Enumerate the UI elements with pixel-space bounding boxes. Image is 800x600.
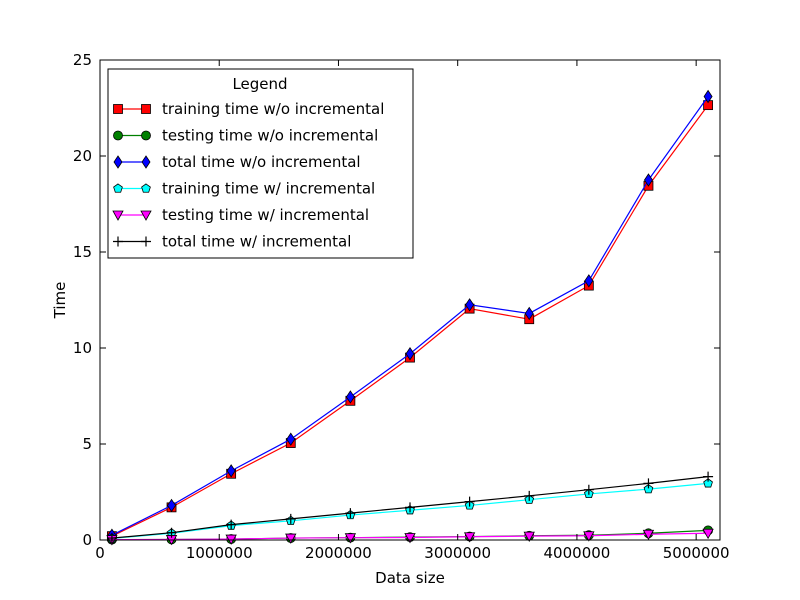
legend-entry-total-time-w-o-incremental: total time w/o incremental (113, 153, 361, 171)
x-tick-label: 5000000 (663, 544, 730, 562)
y-axis-label: Time (51, 282, 69, 320)
data-point-total-time-w-o-incremental (584, 274, 594, 288)
data-point-testing-time-w-incremental (463, 532, 476, 543)
y-tick-label: 20 (73, 147, 92, 165)
legend-label-training-time-w-o-incremental: training time w/o incremental (162, 100, 384, 118)
legend-label-total-time-w-o-incremental: total time w/o incremental (162, 153, 361, 171)
legend-entry-training-time-w-incremental: training time w/ incremental (113, 180, 375, 198)
data-point-total-time-w-o-incremental (703, 89, 713, 104)
legend-marker-total-time-w-o-incremental (141, 155, 151, 169)
legend-marker-training-time-w-o-incremental (141, 104, 151, 114)
ticks-layer: 0 1000000 2000000 3000000 4000000 5000000 0 5 10… (73, 51, 730, 562)
y-tick-label: 15 (73, 243, 92, 261)
x-tick-label: 2000000 (305, 544, 372, 562)
data-point-total-time-w-o-incremental (345, 390, 355, 404)
data-point-total-time-w-incremental (226, 519, 237, 530)
series-total-time-w-incremental (106, 471, 714, 544)
legend-marker-total-time-w-incremental (141, 236, 151, 247)
legend: Legend training time w/o incremental test… (107, 68, 414, 259)
y-tick-label: 25 (73, 51, 92, 69)
data-point-testing-time-w-incremental (702, 528, 714, 540)
legend-box (107, 68, 414, 259)
data-point-total-time-w-o-incremental (167, 498, 177, 513)
data-point-total-time-w-o-incremental (286, 432, 296, 446)
axes-frame (99, 59, 721, 541)
x-tick-label: 1000000 (186, 544, 253, 562)
legend-entry-testing-time-w-incremental: testing time w/ incremental (112, 206, 369, 224)
data-point-total-time-w-incremental (524, 490, 535, 501)
y-tick-label: 0 (82, 531, 92, 549)
data-point-training-time-w-incremental (703, 478, 713, 488)
legend-entry-training-time-w-o-incremental: training time w/o incremental (113, 100, 384, 118)
legend-marker-total-time-w-o-incremental (113, 155, 123, 169)
data-point-testing-time-w-incremental (404, 533, 416, 544)
data-point-testing-time-w-incremental (285, 533, 297, 544)
legend-marker-testing-time-w-o-incremental (113, 130, 123, 141)
data-point-total-time-w-incremental (285, 513, 296, 524)
data-point-total-time-w-o-incremental (524, 306, 534, 321)
legend-marker-total-time-w-incremental (113, 236, 123, 247)
legend-entry-testing-time-w-o-incremental: testing time w/o incremental (113, 127, 378, 145)
y-tick-label: 5 (82, 435, 92, 453)
legend-marker-testing-time-w-o-incremental (141, 130, 151, 141)
x-tick-label: 0 (95, 544, 105, 562)
legend-marker-training-time-w-incremental (113, 183, 123, 193)
x-axis-label: Data size (375, 569, 445, 587)
legend-label-testing-time-w-incremental: testing time w/ incremental (162, 206, 369, 224)
data-point-total-time-w-incremental (703, 471, 714, 482)
legend-marker-testing-time-w-incremental (112, 210, 124, 221)
data-point-total-time-w-incremental (464, 496, 475, 507)
data-point-total-time-w-incremental (166, 527, 177, 538)
x-tick-label: 4000000 (544, 544, 611, 562)
legend-title: Legend (232, 75, 287, 93)
series-total-time-w-o-incremental (107, 89, 713, 542)
x-tick-label: 3000000 (424, 544, 491, 562)
data-point-total-time-w-o-incremental (405, 347, 415, 361)
data-point-total-time-w-incremental (643, 478, 654, 489)
data-point-total-time-w-incremental (106, 533, 117, 544)
data-point-total-time-w-incremental (405, 502, 415, 513)
data-point-total-time-w-o-incremental (643, 173, 653, 187)
data-point-total-time-w-incremental (345, 508, 356, 519)
legend-marker-testing-time-w-incremental (140, 210, 152, 221)
legend-label-training-time-w-incremental: training time w/ incremental (162, 180, 375, 198)
data-point-testing-time-w-incremental (642, 529, 655, 541)
legend-marker-training-time-w-incremental (141, 183, 151, 193)
data-point-total-time-w-o-incremental (465, 298, 475, 312)
legend-label-testing-time-w-o-incremental: testing time w/o incremental (162, 127, 378, 145)
data-point-total-time-w-o-incremental (226, 464, 236, 478)
legend-label-total-time-w-incremental: total time w/ incremental (162, 233, 351, 251)
data-point-testing-time-w-incremental (583, 531, 595, 542)
y-tick-label: 10 (73, 339, 92, 357)
data-point-testing-time-w-incremental (523, 531, 535, 542)
data-point-total-time-w-incremental (583, 484, 594, 495)
data-point-training-time-w-incremental (643, 484, 654, 494)
data-point-testing-time-w-incremental (344, 533, 357, 544)
legend-entry-total-time-w-incremental: total time w/ incremental (113, 233, 351, 251)
legend-marker-training-time-w-o-incremental (113, 104, 123, 114)
